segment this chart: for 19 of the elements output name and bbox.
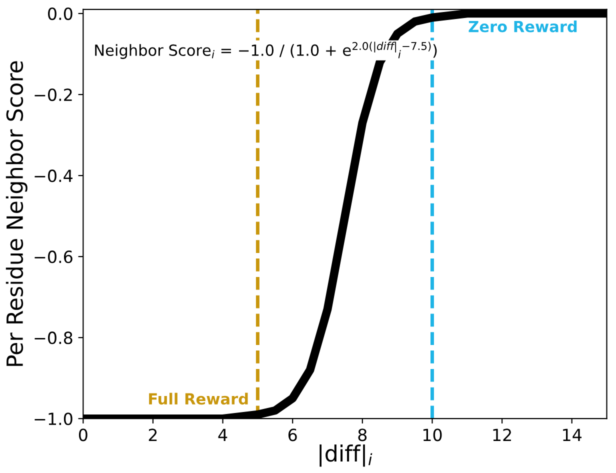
- annotation: Neighbor Score$_{i}$ = −1.0 / (1.0 + e$^{2.0(|diff|}$$_{i}$$^{−7.5)}$): [95, 42, 437, 59]
- y-axis-title: Per Residue Neighbor Score: [6, 61, 28, 366]
- x-tick-label: 2: [148, 428, 157, 441]
- y-tick-label: 0.0: [48, 7, 72, 20]
- y-tick-label: −1.0: [34, 412, 72, 426]
- x-axis-title: |diff|$_{i}$: [320, 444, 372, 467]
- y-tick-label: −0.6: [34, 250, 72, 264]
- x-tick-label: 6: [288, 428, 297, 442]
- annotation: Full Reward: [149, 392, 248, 405]
- x-tick-label: 12: [493, 428, 511, 441]
- y-tick-label: −0.4: [34, 170, 72, 182]
- annotation: Zero Reward: [468, 20, 577, 32]
- x-tick-label: 14: [563, 428, 582, 441]
- x-tick-label: 0: [78, 428, 88, 442]
- y-tick-label: −0.8: [34, 332, 72, 344]
- x-tick-label: 4: [218, 428, 228, 441]
- x-tick-label: 8: [358, 428, 367, 442]
- x-tick-label: 10: [423, 428, 442, 442]
- y-tick-label: −0.2: [34, 88, 72, 102]
